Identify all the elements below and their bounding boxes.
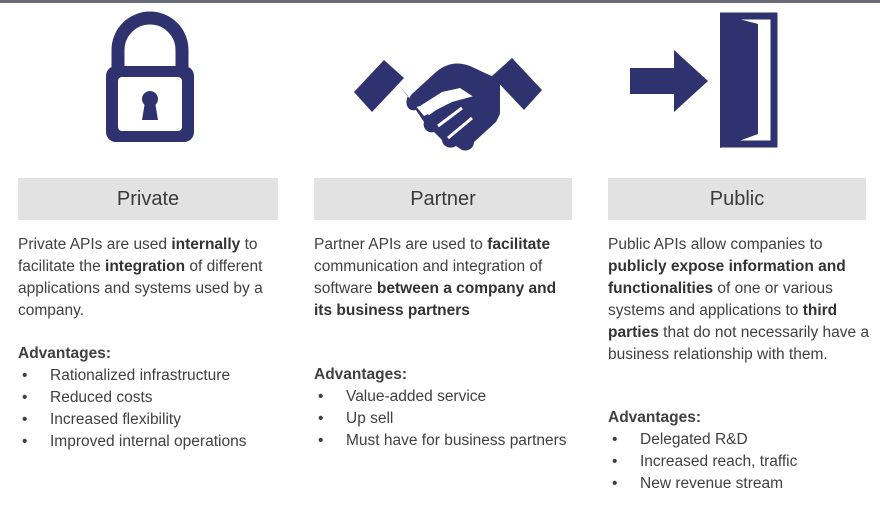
- advantage-item: • Up sell: [314, 408, 576, 430]
- public-description: Public APIs allow companies to publicly …: [608, 234, 872, 366]
- bullet-icon: •: [22, 367, 28, 384]
- public-header: Public: [608, 178, 866, 220]
- description-bold-text: publicly expose information and function…: [608, 258, 846, 297]
- private-advantages-list: • Rationalized infrastructure • Reduced cos…: [18, 365, 290, 453]
- description-text: of one or various systems and applicatio…: [608, 280, 833, 319]
- partner-advantages-list: • Value-added service • Up sell • Must have f…: [314, 386, 576, 452]
- bullet-icon: •: [612, 475, 618, 492]
- description-text: Private APIs are used: [18, 236, 172, 253]
- bullet-icon: •: [612, 453, 618, 470]
- bullet-icon: •: [318, 410, 324, 427]
- top-divider: [0, 0, 880, 3]
- public-title: Public: [709, 187, 765, 210]
- partner-column: Partner Partner APIs are used to facilit…: [314, 0, 576, 505]
- advantage-item: • New revenue stream: [608, 473, 872, 495]
- private-description: Private APIs are used internally to faci…: [18, 234, 286, 322]
- advantage-text: Reduced costs: [50, 389, 153, 406]
- advantage-text: Rationalized infrastructure: [50, 367, 231, 384]
- door-entry-icon: [630, 12, 778, 148]
- advantage-item: • Reduced costs: [18, 387, 290, 409]
- description-bold-text: internally: [171, 236, 241, 253]
- description-bold-text: integration: [105, 258, 186, 275]
- public-column: Public Public APIs allow companies to pu…: [608, 0, 872, 505]
- bullet-icon: •: [318, 388, 324, 405]
- private-header: Private: [18, 178, 278, 220]
- bullet-icon: •: [22, 389, 28, 406]
- description-text: Partner APIs are used to: [314, 236, 488, 253]
- advantage-text: Increased reach, traffic: [640, 453, 798, 470]
- private-icon-area: [18, 0, 290, 168]
- advantage-text: Must have for business partners: [346, 432, 567, 449]
- description-bold-text: between a company and its business partn…: [314, 280, 557, 319]
- private-title: Private: [116, 187, 180, 210]
- bullet-icon: •: [22, 411, 28, 428]
- description-text: that do not necessarily have a business …: [608, 324, 870, 363]
- private-column: Private Private APIs are used internally…: [18, 0, 290, 505]
- advantage-item: • Improved internal operations: [18, 431, 290, 453]
- description-text: to facilitate the: [18, 236, 258, 275]
- advantage-text: Up sell: [346, 410, 394, 427]
- advantage-item: • Must have for business partners: [314, 430, 576, 452]
- advantage-item: • Increased reach, traffic: [608, 451, 872, 473]
- private-advantages-title: Advantages:: [18, 345, 112, 362]
- advantage-text: Value-added service: [346, 388, 487, 405]
- partner-header: Partner: [314, 178, 572, 220]
- partner-description: Partner APIs are used to facilitate comm…: [314, 234, 576, 322]
- advantage-text: Delegated R&D: [640, 431, 748, 448]
- public-advantages-list: • Delegated R&D • Increased reach, traffic •…: [608, 429, 872, 495]
- advantage-text: Increased flexibility: [50, 411, 181, 428]
- description-bold-text: facilitate: [487, 236, 551, 253]
- description-bold-text: third parties: [608, 302, 838, 341]
- public-advantages-title: Advantages:: [608, 409, 702, 426]
- padlock-icon: [106, 11, 194, 142]
- advantage-item: • Delegated R&D: [608, 429, 872, 451]
- description-text: communication and integration of softwar…: [314, 258, 543, 297]
- description-text: Public APIs allow companies to: [608, 236, 823, 253]
- partner-title: Partner: [410, 187, 476, 210]
- bullet-icon: •: [612, 431, 618, 448]
- advantage-item: • Value-added service: [314, 386, 576, 408]
- advantage-text: New revenue stream: [640, 475, 784, 492]
- bullet-icon: •: [318, 432, 324, 449]
- description-text: of different applications and systems us…: [18, 258, 263, 319]
- advantage-item: • Increased flexibility: [18, 409, 290, 431]
- advantage-text: Improved internal operations: [50, 433, 247, 450]
- partner-advantages-title: Advantages:: [314, 366, 408, 383]
- public-icon-area: [608, 0, 872, 168]
- handshake-icon: [354, 58, 542, 151]
- bullet-icon: •: [22, 433, 28, 450]
- advantage-item: • Rationalized infrastructure: [18, 365, 290, 387]
- partner-icon-area: [314, 0, 576, 168]
